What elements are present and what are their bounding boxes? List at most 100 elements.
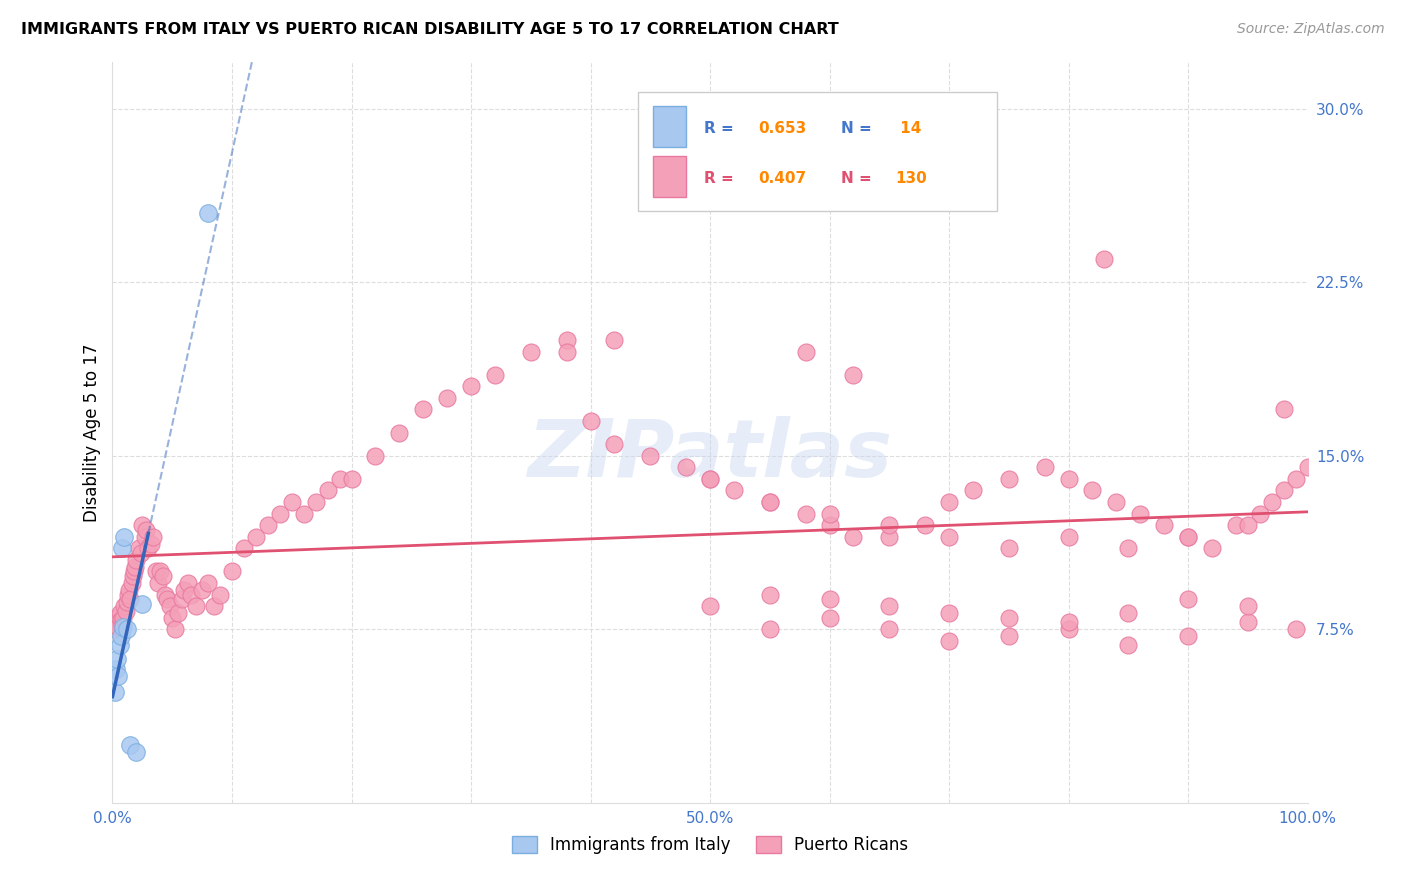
Point xyxy=(579,414,602,428)
Text: 14: 14 xyxy=(896,120,922,136)
Point xyxy=(118,582,141,597)
Point xyxy=(1296,460,1319,475)
Point xyxy=(818,610,841,624)
Point xyxy=(759,495,782,509)
Point xyxy=(112,610,135,624)
Point xyxy=(675,460,697,475)
Text: ZIPatlas: ZIPatlas xyxy=(527,416,893,494)
Point xyxy=(938,495,960,509)
Point xyxy=(1057,622,1080,636)
Point xyxy=(1177,629,1199,643)
Point xyxy=(555,344,578,359)
Point xyxy=(640,449,662,463)
Point xyxy=(105,652,128,666)
Point xyxy=(114,604,136,618)
Text: 0.407: 0.407 xyxy=(758,170,806,186)
Point xyxy=(135,523,157,537)
Point xyxy=(146,576,169,591)
Point xyxy=(1249,507,1271,521)
Point xyxy=(245,530,267,544)
Point xyxy=(173,582,195,597)
FancyBboxPatch shape xyxy=(638,92,997,211)
Point xyxy=(1237,615,1260,630)
Point xyxy=(484,368,506,382)
Point xyxy=(1033,460,1056,475)
Point xyxy=(998,629,1021,643)
Point xyxy=(111,541,134,556)
Point xyxy=(125,745,148,759)
Point xyxy=(1261,495,1284,509)
Point xyxy=(603,333,626,347)
Point xyxy=(794,507,817,521)
Point xyxy=(794,344,817,359)
Point xyxy=(128,541,150,556)
Point xyxy=(759,495,782,509)
Point xyxy=(104,622,127,636)
Point xyxy=(1105,495,1128,509)
Point xyxy=(167,606,190,620)
Point xyxy=(156,592,179,607)
Point xyxy=(1225,518,1247,533)
Text: R =: R = xyxy=(704,120,740,136)
Point xyxy=(1081,483,1104,498)
Point xyxy=(105,662,128,676)
Point xyxy=(149,565,172,579)
Legend: Immigrants from Italy, Puerto Ricans: Immigrants from Italy, Puerto Ricans xyxy=(505,830,915,861)
Point xyxy=(177,576,200,591)
Point xyxy=(186,599,208,614)
Point xyxy=(121,569,143,583)
Point xyxy=(1094,252,1116,266)
Point xyxy=(364,449,387,463)
Text: 0.653: 0.653 xyxy=(758,120,806,136)
Point xyxy=(699,472,721,486)
Point xyxy=(879,622,901,636)
Point xyxy=(117,588,139,602)
Point xyxy=(1201,541,1223,556)
Point xyxy=(699,599,721,614)
Point xyxy=(1118,606,1140,620)
Text: N =: N = xyxy=(842,170,877,186)
Point xyxy=(114,599,135,614)
Point xyxy=(316,483,339,498)
Point xyxy=(818,592,841,607)
Point xyxy=(555,333,578,347)
Point xyxy=(108,639,131,653)
Point xyxy=(292,507,315,521)
Point xyxy=(879,530,901,544)
Text: R =: R = xyxy=(704,170,740,186)
Point xyxy=(1237,599,1260,614)
Point xyxy=(281,495,304,509)
Point xyxy=(1129,507,1152,521)
Point xyxy=(1285,472,1308,486)
FancyBboxPatch shape xyxy=(652,106,686,147)
Point xyxy=(153,588,176,602)
Text: N =: N = xyxy=(842,120,877,136)
Point xyxy=(938,633,960,648)
Point xyxy=(998,610,1021,624)
Point xyxy=(115,594,138,608)
Point xyxy=(105,615,128,630)
Point xyxy=(221,565,243,579)
Point xyxy=(145,565,167,579)
Point xyxy=(152,569,174,583)
Point xyxy=(257,518,280,533)
Point xyxy=(879,599,901,614)
Point xyxy=(170,592,193,607)
Point xyxy=(1272,483,1295,498)
Point xyxy=(107,620,129,634)
Point xyxy=(818,518,841,533)
Point xyxy=(1118,541,1140,556)
Point xyxy=(1177,530,1199,544)
Point xyxy=(131,518,153,533)
Point xyxy=(197,206,219,220)
Point xyxy=(305,495,328,509)
Text: Source: ZipAtlas.com: Source: ZipAtlas.com xyxy=(1237,22,1385,37)
Point xyxy=(134,530,156,544)
Point xyxy=(108,606,131,620)
Y-axis label: Disability Age 5 to 17: Disability Age 5 to 17 xyxy=(83,343,101,522)
Text: 130: 130 xyxy=(896,170,927,186)
Point xyxy=(1057,530,1080,544)
Point xyxy=(112,620,135,634)
Point xyxy=(233,541,256,556)
Point xyxy=(209,588,232,602)
